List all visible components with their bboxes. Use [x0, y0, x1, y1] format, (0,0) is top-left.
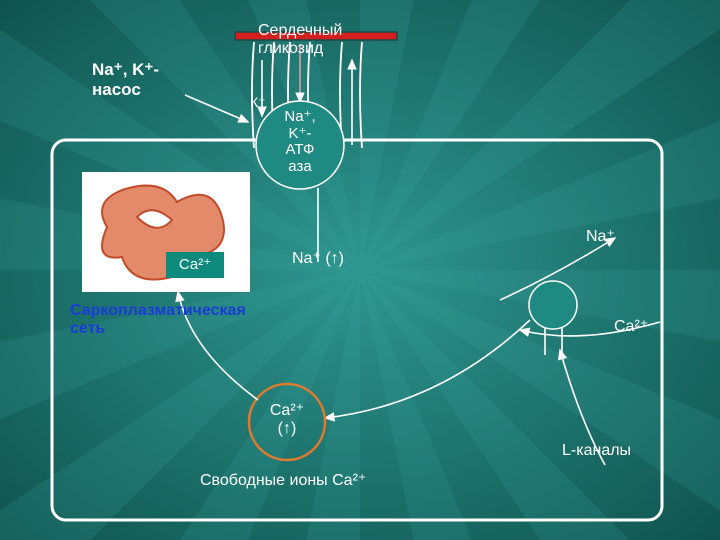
label-ca-extracellular: Ca²⁺: [614, 318, 648, 336]
label-l-channels: L-каналы: [562, 442, 631, 460]
na-ca-exchanger: [529, 281, 577, 329]
label-k-plus: К⁺: [250, 94, 266, 110]
label-glycoside: Сердечный гликозид: [258, 22, 342, 59]
ca-badge: Са²⁺: [166, 252, 224, 278]
ca-badge-text: Са²⁺: [179, 256, 211, 273]
label-na-intracellular: Na⁺ (↑): [292, 250, 344, 268]
pump-label: Na⁺, K⁺- АТФ аза: [266, 109, 334, 175]
free-ca-label: Ca²⁺ (↑): [259, 402, 315, 439]
curve-ca-to-cytosol: [325, 320, 530, 418]
label-pump-name: Na⁺, K⁺- насос: [92, 60, 159, 99]
label-sr: Саркоплазматическая сеть: [70, 302, 246, 339]
arrow-pump-label: [185, 95, 248, 122]
label-free-ca-ions: Свободные ионы Ca²⁺: [200, 472, 366, 490]
label-na-extracellular: Na⁺: [586, 228, 615, 246]
